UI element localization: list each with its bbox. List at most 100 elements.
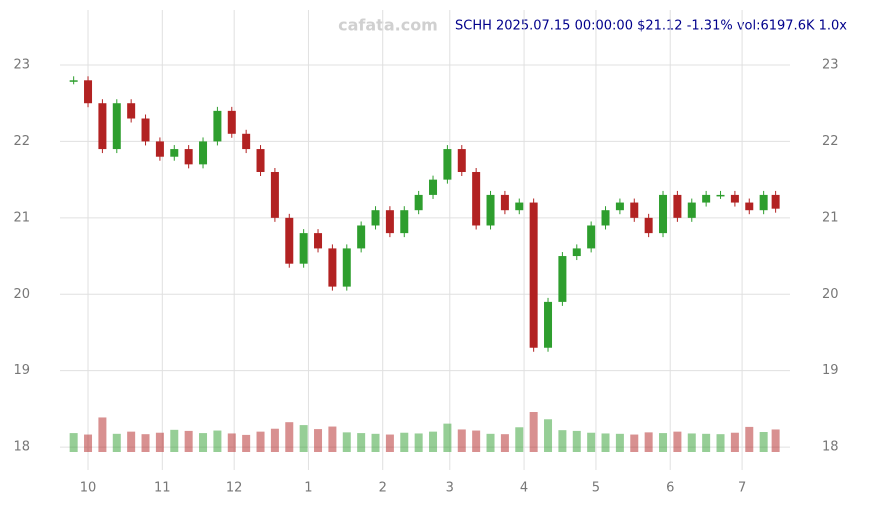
- volume-bar: [558, 430, 567, 452]
- volume-bar: [98, 417, 107, 452]
- volume-bar: [141, 434, 150, 452]
- candle: [673, 194, 682, 218]
- candle: [472, 171, 481, 226]
- volume-bar: [730, 432, 739, 452]
- volume-bar: [199, 433, 208, 452]
- candle: [745, 202, 754, 211]
- volume-bar: [529, 412, 538, 452]
- y-tick-label-right: 20: [822, 287, 839, 302]
- candle: [314, 233, 323, 249]
- y-tick-label: 21: [13, 210, 30, 225]
- volume-bar: [227, 433, 236, 452]
- x-tick-label: 3: [446, 481, 454, 496]
- x-tick-label: 4: [520, 481, 528, 496]
- volume-bar: [314, 429, 323, 452]
- x-tick-label: 1: [304, 481, 312, 496]
- chart-title: SCHH 2025.07.15 00:00:00 $21.12 -1.31% v…: [455, 19, 847, 34]
- volume-bar: [256, 431, 265, 452]
- x-tick-label: 6: [666, 481, 674, 496]
- candle: [716, 194, 725, 197]
- y-tick-label: 19: [13, 363, 30, 378]
- y-tick-label-right: 19: [822, 363, 839, 378]
- candle: [601, 210, 610, 226]
- candle: [500, 194, 509, 211]
- candle: [529, 202, 538, 348]
- volume-bar: [587, 432, 596, 452]
- y-tick-label: 23: [13, 58, 30, 73]
- candle: [69, 80, 78, 82]
- candle: [587, 225, 596, 249]
- candle: [127, 103, 136, 119]
- candle: [98, 103, 107, 150]
- volume-bar: [457, 429, 466, 452]
- volume-bar: [630, 434, 639, 452]
- volume-bar: [213, 430, 222, 452]
- candle: [357, 225, 366, 249]
- volume-bar: [759, 432, 768, 452]
- volume-bar: [69, 433, 78, 452]
- candle: [84, 80, 93, 104]
- candle: [443, 149, 452, 180]
- candle: [544, 301, 553, 348]
- volume-bar: [486, 433, 495, 452]
- volume-bar: [673, 431, 682, 452]
- x-tick-label: 2: [379, 481, 387, 496]
- volume-bar: [357, 433, 366, 452]
- candle: [759, 194, 768, 211]
- y-tick-label-right: 18: [822, 440, 839, 455]
- candle: [400, 210, 409, 234]
- volume-bar: [716, 434, 725, 452]
- volume-bar: [84, 434, 93, 452]
- volume-bar: [702, 433, 711, 452]
- candle: [659, 194, 668, 234]
- candle: [572, 248, 581, 257]
- candle: [242, 133, 251, 150]
- watermark: cafata.com: [338, 16, 438, 35]
- candle: [299, 233, 308, 264]
- x-tick-label: 11: [154, 481, 171, 496]
- volume-bar: [687, 433, 696, 452]
- y-tick-label: 18: [13, 440, 30, 455]
- candle: [170, 149, 179, 157]
- volume-bar: [414, 433, 423, 452]
- volume-bar: [572, 430, 581, 452]
- y-tick-label-right: 22: [822, 134, 839, 149]
- x-tick-label: 10: [80, 481, 97, 496]
- volume-bar: [500, 434, 509, 452]
- candle: [285, 217, 294, 264]
- candle: [270, 171, 279, 218]
- volume-bar: [371, 433, 380, 452]
- volume-bar: [270, 428, 279, 452]
- candle: [141, 118, 150, 142]
- candle: [155, 141, 164, 157]
- y-tick-label-right: 23: [822, 58, 839, 73]
- candle: [414, 194, 423, 211]
- candle: [112, 103, 121, 150]
- volume-bar: [615, 433, 624, 452]
- candle: [429, 179, 438, 195]
- candle: [227, 110, 236, 134]
- candle: [457, 149, 466, 172]
- y-tick-label-right: 21: [822, 210, 839, 225]
- volume-bar: [429, 431, 438, 452]
- volume-bar: [127, 431, 136, 452]
- volume-bar: [544, 419, 553, 452]
- candle: [371, 210, 380, 226]
- x-tick-label: 7: [738, 481, 746, 496]
- volume-bar: [299, 425, 308, 452]
- candle: [199, 141, 208, 165]
- volume-bar: [184, 430, 193, 452]
- volume-bar: [644, 432, 653, 452]
- volume-bar: [659, 433, 668, 452]
- volume-bar: [328, 426, 337, 452]
- volume-bar: [443, 423, 452, 452]
- volume-bar: [472, 430, 481, 452]
- candle: [256, 149, 265, 172]
- candle: [486, 194, 495, 226]
- volume-bar: [285, 422, 294, 452]
- x-tick-label: 5: [592, 481, 600, 496]
- candle: [515, 202, 524, 211]
- candle: [328, 248, 337, 287]
